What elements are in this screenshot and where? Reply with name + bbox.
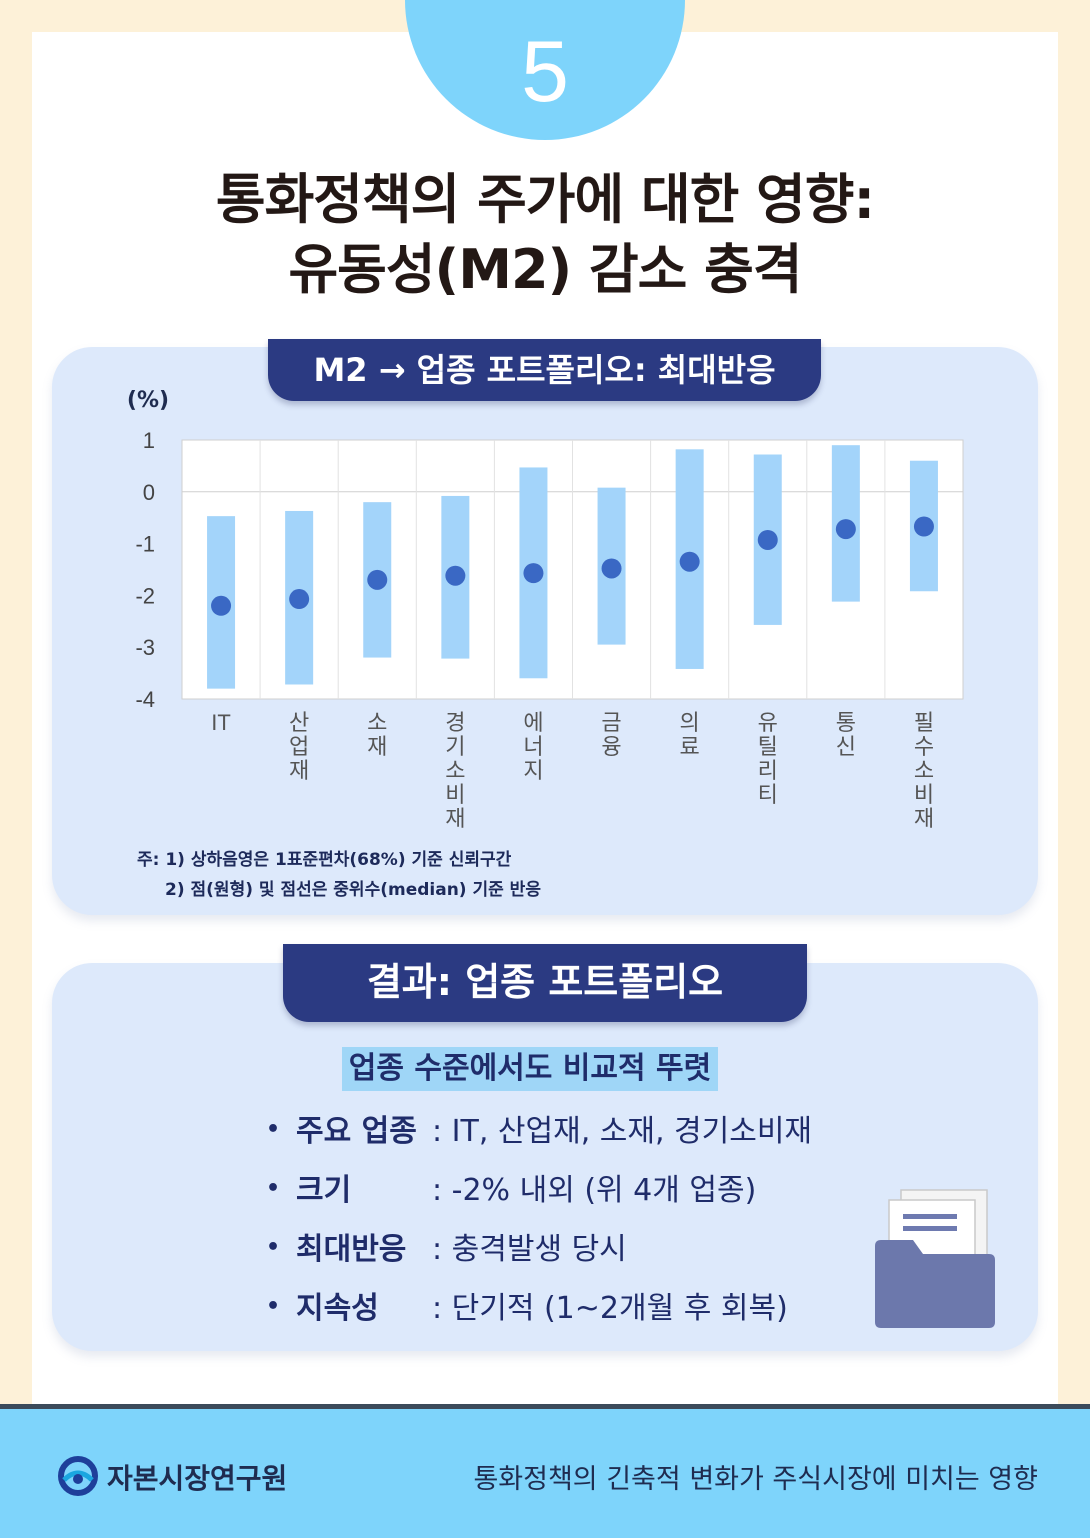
result-panel xyxy=(52,963,1038,1351)
y-axis-label: (%) xyxy=(127,388,169,413)
item-value: : 충격발생 당시 xyxy=(432,1232,627,1267)
item-key: 지속성 xyxy=(296,1291,379,1326)
y-tick-label: -1 xyxy=(135,532,155,557)
median-point xyxy=(835,519,856,540)
y-tick-label: -3 xyxy=(135,635,155,660)
item-value: : 단기적 (1~2개월 후 회복) xyxy=(432,1291,788,1326)
y-tick-label: 0 xyxy=(143,480,155,505)
median-point xyxy=(367,569,388,590)
bullet-icon: • xyxy=(266,1294,281,1319)
bullet-icon: • xyxy=(266,1235,281,1260)
median-point xyxy=(445,565,466,586)
y-tick-label: 1 xyxy=(143,428,155,453)
chart-notes: 주: 1) 상하음영은 1표준편차(68%) 기준 신뢰구간 2) 점(원형) … xyxy=(137,845,541,905)
median-point xyxy=(757,529,778,550)
item-key: 주요 업종 xyxy=(296,1114,417,1149)
org-name: 자본시장연구원 xyxy=(107,1462,288,1495)
median-point xyxy=(289,589,310,610)
badge-number: 5 xyxy=(521,24,569,120)
result-panel-tab: 결과: 업종 포트폴리오 xyxy=(283,944,807,1022)
report-title: 통화정책의 긴축적 변화가 주식시장에 미치는 영향 xyxy=(473,1464,1038,1495)
title-line-1: 통화정책의 주가에 대한 영향: xyxy=(215,168,875,231)
median-point xyxy=(601,558,622,579)
median-point xyxy=(679,551,700,572)
item-key: 최대반응 xyxy=(296,1232,407,1267)
chart-panel-tab: M2 → 업종 포트폴리오: 최대반응 xyxy=(268,339,821,401)
interval-chart: (%) 1 0 -1 -2 -3 -4 IT 산 업 재 소 재 경 기 소 비 재 에 너 지 금 융 의 료 유 틸 리 티 통 신 필 수… xyxy=(127,388,964,832)
x-tick-label: IT xyxy=(211,710,231,735)
median-point xyxy=(211,595,232,616)
bullet-icon: • xyxy=(266,1117,281,1142)
folder-icon xyxy=(875,1189,995,1328)
result-highlight: 업종 수준에서도 비교적 뚜렷 xyxy=(342,1047,718,1091)
note-2: 2) 점(원형) 및 점선은 중위수(median) 기준 반응 xyxy=(165,880,541,900)
y-tick-label: -2 xyxy=(135,583,155,608)
y-tick-label: -4 xyxy=(135,687,155,712)
page-title: 통화정책의 주가에 대한 영향: 유동성(M2) 감소 충격 xyxy=(0,165,1090,305)
logo-icon xyxy=(58,1456,98,1496)
item-key: 크기 xyxy=(296,1173,352,1208)
item-value: : IT, 산업재, 소재, 경기소비재 xyxy=(432,1114,813,1149)
median-point xyxy=(523,563,544,584)
median-point xyxy=(913,516,934,537)
note-1: 주: 1) 상하음영은 1표준편차(68%) 기준 신뢰구간 xyxy=(137,850,512,870)
footer: 자본시장연구원 통화정책의 긴축적 변화가 주식시장에 미치는 영향 xyxy=(0,1404,1090,1538)
title-line-2: 유동성(M2) 감소 충격 xyxy=(288,238,802,301)
item-value: : -2% 내외 (위 4개 업종) xyxy=(432,1173,757,1208)
bullet-icon: • xyxy=(266,1176,281,1201)
